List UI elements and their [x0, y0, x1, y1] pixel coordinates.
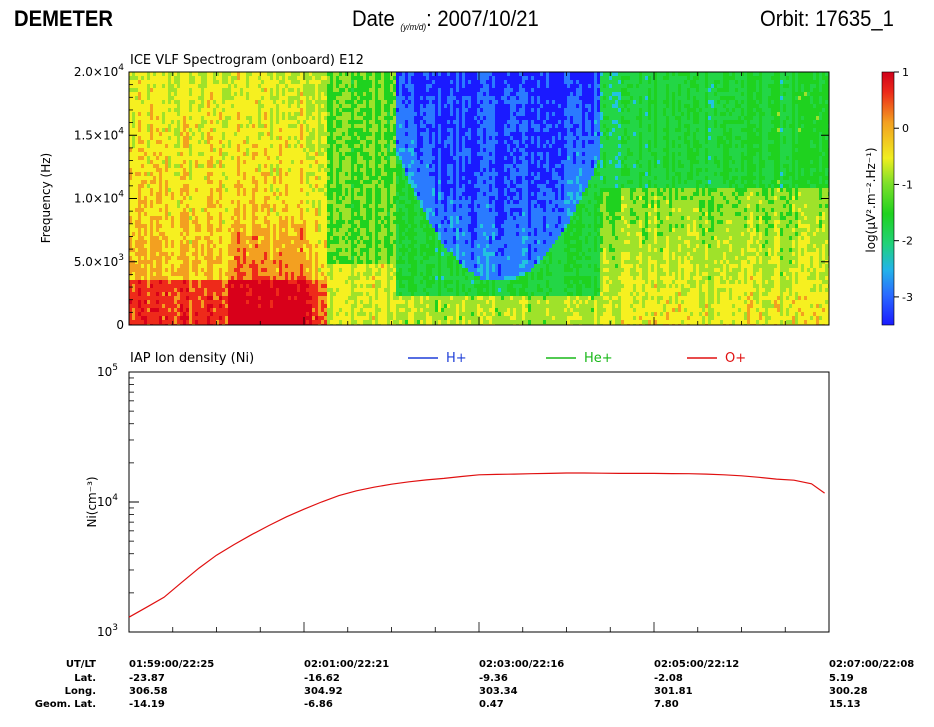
- spectrogram-image: [129, 72, 829, 325]
- eph-cell: 303.34: [479, 686, 518, 697]
- colorbar-tick-label: 0: [902, 122, 909, 135]
- eph-cell: 15.13: [829, 699, 861, 710]
- instrument-title: DEMETER: [14, 6, 113, 31]
- eph-cell: 5.19: [829, 673, 854, 684]
- date-header: Date (y/m/d): 2007/10/21: [352, 6, 539, 32]
- eph-row-label: Lat.: [74, 673, 96, 684]
- eph-cell: 02:03:00/22:16: [479, 659, 564, 670]
- ion-legend: H+ He+ O+: [408, 351, 746, 366]
- date-label: Date: [352, 6, 395, 31]
- eph-cell: 304.92: [304, 686, 343, 697]
- date-format: (y/m/d): [400, 22, 427, 32]
- spectrogram-y-axis: 0 5.0×103 1.0×104 1.5×104 2.0×104: [74, 63, 829, 332]
- ion-ytick-label: 104: [97, 493, 118, 509]
- date-separator: :: [426, 6, 432, 31]
- eph-cell: -23.87: [129, 673, 165, 684]
- eph-row-label: Long.: [65, 686, 96, 697]
- date-value: 2007/10/21: [437, 6, 539, 31]
- eph-row-label: UT/LT: [66, 659, 96, 670]
- eph-cell: 0.47: [479, 699, 504, 710]
- eph-cell: 02:07:00/22:08: [829, 659, 914, 670]
- ion-density-y-axis: 103 104 105: [97, 363, 139, 639]
- colorbar-gradient: [882, 72, 894, 325]
- colorbar-label: log(μV².m⁻².Hz⁻¹): [864, 147, 878, 252]
- colorbar-ticks: 1 0 -1 -2 -3: [894, 66, 913, 304]
- ion-ytick-label: 103: [97, 623, 118, 639]
- ion-density-x-ticks: [128, 622, 830, 632]
- spectrogram-x-ticks: [128, 72, 830, 325]
- eph-cell: -9.36: [479, 673, 508, 684]
- eph-cell: -6.86: [304, 699, 333, 710]
- eph-cell: 300.28: [829, 686, 868, 697]
- eph-cell: -16.62: [304, 673, 340, 684]
- eph-cell: 01:59:00/22:25: [129, 659, 214, 670]
- colorbar-frame: [881, 71, 895, 326]
- spectrogram-panel: ICE VLF Spectrogram (onboard) E12 0 5.0×1…: [39, 53, 830, 332]
- colorbar-tick-label: -3: [902, 291, 913, 304]
- ion-density-series: [128, 472, 825, 618]
- colorbar-tick-label: -1: [902, 178, 913, 191]
- ion-density-panel: IAP Ion density (Ni) H+ He+ O+ 103 104 105 N…: [85, 351, 830, 639]
- eph-cell: 02:01:00/22:21: [304, 659, 389, 670]
- colorbar-tick-label: 1: [902, 66, 909, 79]
- colorbar-tick-label: -2: [902, 235, 913, 248]
- ion-density-frame: [128, 371, 830, 633]
- ion-density-y-label: Ni(cm⁻³): [85, 476, 99, 527]
- eph-cell: 02:05:00/22:12: [654, 659, 739, 670]
- ephemeris-table: UT/LT Lat. Long. Geom. Lat. 01:59:00/22:25 -2…: [35, 659, 915, 710]
- ion-density-title: IAP Ion density (Ni): [130, 351, 254, 366]
- ion-ytick-label: 105: [97, 363, 118, 379]
- spec-ytick-label: 0: [116, 318, 124, 332]
- legend-label: O+: [725, 351, 746, 366]
- spectrogram-y-label: Frequency (Hz): [39, 153, 53, 244]
- colorbar: 1 0 -1 -2 -3 log(μV².m⁻².Hz⁻¹): [864, 66, 913, 326]
- spec-ytick-label: 1.0×104: [74, 190, 124, 206]
- orbit-label: Orbit: 17635_1: [760, 6, 894, 31]
- series-line-Oplus: [128, 472, 825, 618]
- eph-cell: 301.81: [654, 686, 693, 697]
- eph-row-label: Geom. Lat.: [35, 699, 96, 710]
- spectrogram-title: ICE VLF Spectrogram (onboard) E12: [130, 53, 364, 68]
- eph-cell: 306.58: [129, 686, 168, 697]
- legend-label: He+: [584, 351, 613, 366]
- spec-ytick-label: 5.0×103: [74, 253, 124, 269]
- spec-ytick-label: 2.0×104: [74, 63, 124, 79]
- spec-ytick-label: 1.5×104: [74, 126, 124, 142]
- eph-cell: 7.80: [654, 699, 679, 710]
- eph-cell: -14.19: [129, 699, 165, 710]
- legend-label: H+: [446, 351, 467, 366]
- eph-cell: -2.08: [654, 673, 683, 684]
